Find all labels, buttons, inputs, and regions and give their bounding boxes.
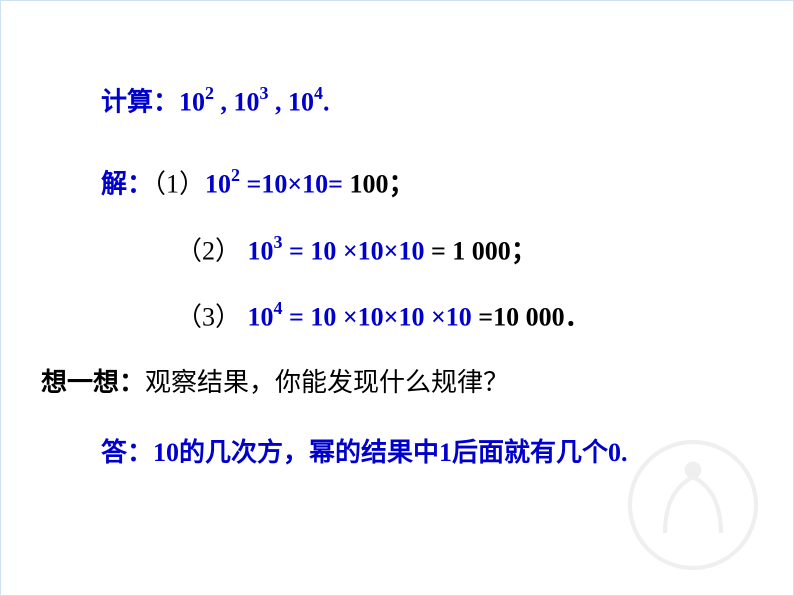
sol3-period: ． [565,302,591,331]
sol2-eq2: = 1 000 [424,236,510,265]
sol3-num: （3） [176,302,248,331]
title-sep2: , [269,88,289,117]
title-suffix: . [323,88,330,117]
sol2-semi: ； [511,236,537,265]
watermark-icon [623,435,763,575]
sol2-eq1: = [283,236,304,265]
sol3-eq2: =10 000 [472,302,565,331]
sol3-expansion: 10 ×10×10 ×10 [304,302,472,331]
title-sep1: , [214,88,234,117]
title-term3-base: 10 [288,88,314,117]
sol2-num: （2） [176,236,248,265]
title-term3-exp: 4 [314,83,323,103]
sol1-exp: 2 [231,165,240,185]
title-term1-exp: 2 [205,83,214,103]
sol1-eq1: =10×10= [240,170,343,199]
solution-row-2: （2） 103 = 10 ×10×10 = 1 000； [176,230,743,272]
sol1-num: （1） [153,170,205,199]
solution-row-1: 解：（1）102 =10×10= 100； [101,163,743,205]
title-term2-base: 10 [234,88,260,117]
title-line: 计算：102 , 103 , 104. [101,81,743,123]
sol3-eq1: = [283,302,304,331]
sol3-exp: 4 [274,298,283,318]
answer-label: 答： [101,438,153,467]
think-label: 想一想： [41,368,145,397]
sol-label: 解： [101,170,153,199]
sol2-expansion: 10 ×10×10 [304,236,425,265]
sol1-base: 10 [205,170,231,199]
sol3-base: 10 [248,302,274,331]
solution-row-3: （3） 104 = 10 ×10×10 ×10 =10 000． [176,296,743,338]
think-line: 想一想：观察结果，你能发现什么规律？ [41,362,743,404]
title-term2-exp: 3 [260,83,269,103]
sol1-result: 100 [343,170,389,199]
title-prefix: 计算： [101,88,179,117]
title-term1-base: 10 [179,88,205,117]
sol1-semi: ； [388,170,414,199]
sol2-base: 10 [248,236,274,265]
think-text: 观察结果，你能发现什么规律？ [145,368,509,397]
sol2-exp: 3 [274,232,283,252]
answer-text: 10的几次方，幂的结果中1后面就有几个0. [153,438,628,467]
